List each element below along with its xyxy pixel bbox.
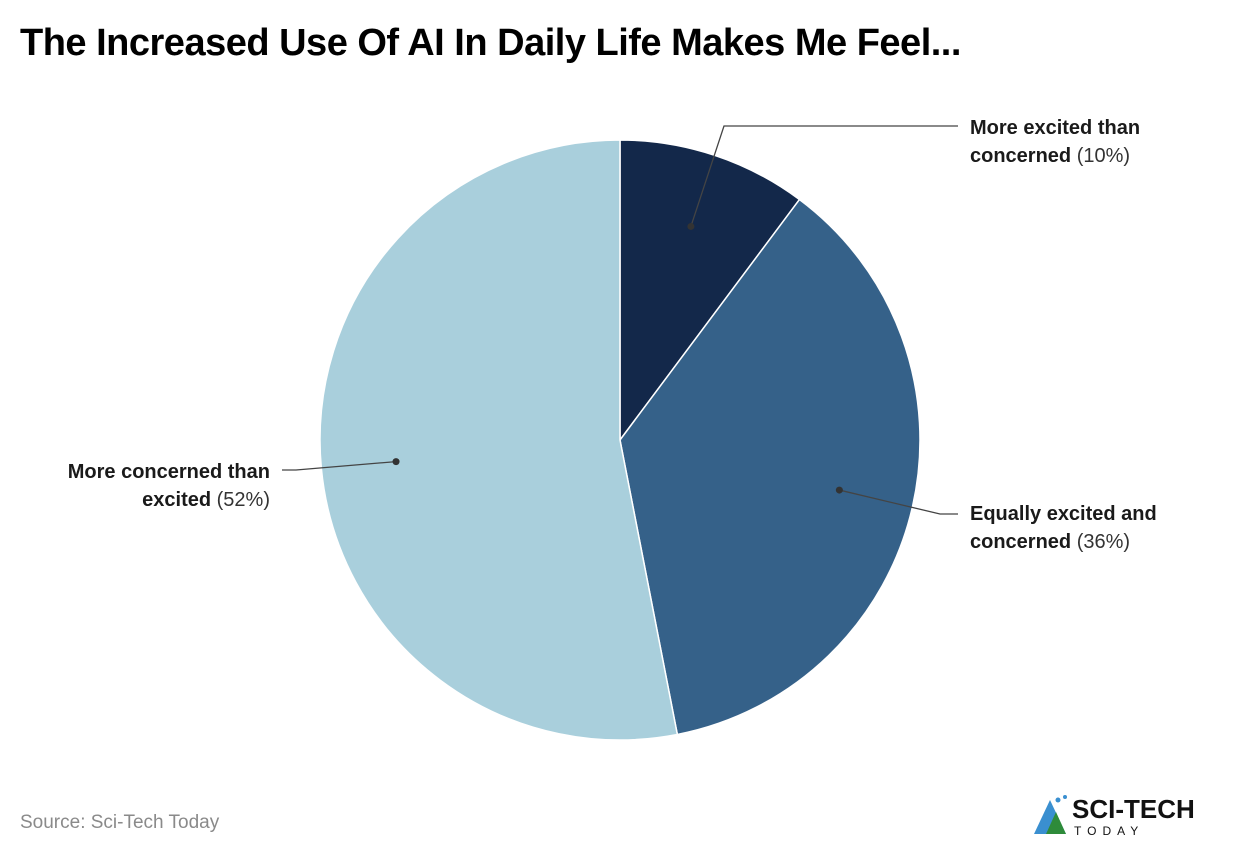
slice-label-text: More excited than concerned: [970, 117, 1141, 167]
slice-label-equal: Equally excited and concerned (36%): [970, 500, 1200, 556]
leader-dot-equal: [835, 486, 843, 494]
slice-label-text: More concerned than excited: [67, 461, 270, 511]
logo-text: SCI-TECH: [1072, 794, 1195, 824]
source-note: Source: Sci-Tech Today: [20, 812, 220, 833]
slice-percent: (10%): [1076, 145, 1131, 167]
chart-title: The Increased Use Of AI In Daily Life Ma…: [20, 22, 961, 64]
leader-dot-excited: [687, 222, 695, 230]
leader-line-equal: [839, 489, 958, 515]
leader-line-concerned: [282, 460, 397, 471]
slice-percent: (36%): [1076, 531, 1131, 553]
slice-label-excited: More excited than concerned (10%): [970, 114, 1210, 170]
pie-slice-equal: [619, 198, 921, 736]
logo-graphic: SCI-TECH TODAY: [1034, 794, 1195, 838]
slice-percent: (52%): [216, 489, 270, 511]
leader-line-excited: [690, 125, 958, 227]
sci-tech-logo: SCI-TECH TODAY: [1032, 794, 1212, 843]
logo-subtext: TODAY: [1074, 824, 1144, 838]
leader-dot-concerned: [392, 458, 400, 466]
slice-label-text: Equally excited and concerned: [970, 503, 1157, 553]
slice-label-concerned: More concerned than excited (52%): [30, 458, 270, 514]
pie-slice-concerned: [319, 139, 679, 741]
